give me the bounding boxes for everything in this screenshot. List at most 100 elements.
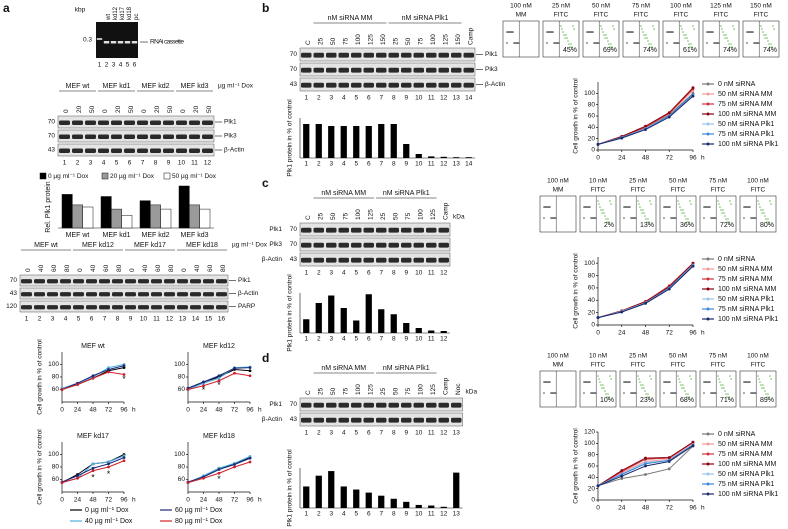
flow-dot	[646, 221, 648, 223]
bar	[139, 200, 151, 229]
bar	[378, 124, 385, 158]
flow-dose: 10 nM	[589, 353, 607, 360]
blot-band	[73, 305, 84, 310]
dose-label: Noc	[455, 383, 462, 395]
blot-band	[73, 292, 84, 297]
flow-percent: 89%	[760, 397, 774, 404]
blot-band	[164, 279, 175, 284]
blot-band	[413, 417, 424, 423]
flow-label: FITC	[631, 187, 646, 194]
dose-label: 150	[380, 34, 387, 45]
dose-label: 50	[128, 105, 135, 113]
flow-dot	[601, 28, 603, 30]
series-point	[248, 460, 252, 464]
blot-band	[351, 242, 362, 248]
legend-swatch	[706, 482, 710, 486]
flow-dot	[543, 392, 545, 394]
blot-band	[164, 292, 175, 297]
blot-band	[326, 242, 337, 248]
flow-dot	[643, 212, 645, 214]
flow-dot	[727, 393, 729, 395]
blot-band	[363, 242, 374, 248]
x-tick-label: 7	[379, 336, 383, 343]
flow-label: FITC	[634, 12, 649, 19]
bar	[121, 215, 133, 229]
flow-label: FITC	[751, 187, 766, 194]
flow-plot	[619, 195, 657, 233]
lane-number: 10	[140, 316, 148, 323]
dose-label: 25	[317, 37, 324, 45]
x-tick-label: 1	[304, 511, 308, 518]
legend-swatch	[706, 472, 710, 476]
lane-group-label: MEF kd3	[180, 83, 208, 90]
blot-band	[388, 242, 399, 248]
blot-band	[363, 417, 374, 423]
y-axis-label: Cell growth in % of control	[573, 253, 580, 329]
x-tick-label: 9	[404, 511, 408, 518]
series-point	[620, 136, 624, 140]
dose-label: 50	[330, 37, 337, 45]
dose-label: 50	[330, 387, 337, 395]
kda-marker: 43	[290, 81, 298, 88]
lane-number: 9	[404, 270, 408, 277]
flow-dot	[725, 34, 727, 36]
flow-dot	[603, 387, 605, 389]
flow-dot	[648, 43, 650, 45]
x-tick-label: 1	[304, 336, 308, 343]
flow-dot	[709, 206, 711, 208]
flow-dot	[641, 387, 643, 389]
dose-label: 100	[355, 384, 362, 395]
x-tick-label: 4	[342, 161, 346, 168]
chart-title: MEF kd18	[203, 433, 235, 440]
lane-number: 8	[392, 95, 396, 102]
flow-dot	[677, 200, 679, 202]
legend-label: 50 nM siRNA MM	[718, 91, 773, 98]
blot-band	[376, 257, 387, 263]
lane-group-label: nM siRNA Plk1	[402, 15, 449, 22]
kda-marker: 43	[290, 256, 298, 263]
flow-plot	[739, 195, 777, 233]
flow-dot	[609, 200, 611, 202]
lane-group-label: MEF kd2	[141, 83, 169, 90]
bar	[160, 208, 172, 229]
flow-plot	[659, 195, 697, 233]
blot-band	[150, 148, 161, 153]
blot-band	[438, 257, 449, 263]
flow-dot	[685, 218, 687, 220]
lane-number: 7	[103, 316, 107, 323]
flow-dot	[639, 206, 641, 208]
flow-dot	[681, 387, 683, 389]
dose-label: 60	[103, 264, 110, 272]
flow-dot	[611, 46, 613, 48]
bar	[365, 492, 372, 508]
flow-dot	[512, 31, 514, 33]
flow-dot	[715, 392, 717, 394]
flow-dot	[680, 384, 682, 386]
gel-band	[103, 41, 110, 44]
lane-number: 12	[440, 270, 448, 277]
x-tick-label: 48	[642, 330, 650, 337]
blot-band	[47, 305, 58, 310]
dose-label: 60	[155, 264, 162, 272]
flow-dot	[762, 31, 764, 33]
dose-label: 50	[392, 212, 399, 220]
bar	[415, 504, 422, 508]
x-tick-label: 3	[329, 336, 333, 343]
flow-dot	[563, 34, 565, 36]
y-tick-label: 0	[591, 322, 595, 329]
bar	[178, 185, 190, 229]
x-tick-label: 2	[317, 336, 321, 343]
protein-label: Plk1	[224, 119, 237, 126]
y-tick-label: 80	[52, 464, 60, 471]
series-point	[691, 440, 695, 444]
flow-dot	[605, 34, 607, 36]
x-unit: h	[132, 407, 136, 414]
lane-number: 1	[63, 160, 67, 167]
blot-band	[313, 52, 324, 58]
flow-dot	[604, 37, 606, 39]
flow-dot	[598, 203, 600, 205]
blot-band	[338, 227, 349, 233]
legend-label: 75 nM siRNA Plk1	[718, 131, 775, 138]
blot-band	[463, 67, 474, 73]
series-line	[597, 262, 694, 319]
